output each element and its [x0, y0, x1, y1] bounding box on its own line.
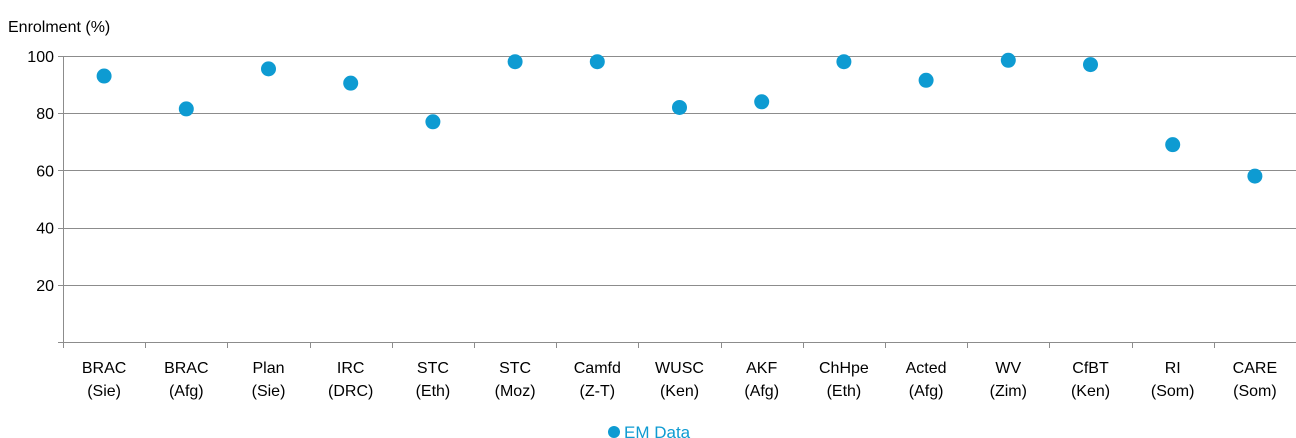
data-point [672, 99, 687, 115]
x-category-label: (Ken) [660, 383, 699, 400]
data-point [425, 114, 441, 130]
data-point [343, 75, 359, 91]
y-tick-label: 100 [27, 49, 54, 66]
legend[interactable]: EM Data [608, 423, 691, 438]
y-tick-label: 20 [36, 278, 54, 295]
data-point [1000, 52, 1016, 68]
x-category-label: Plan [252, 360, 284, 377]
x-category-label: CARE [1233, 360, 1277, 377]
x-category-label: CfBT [1072, 360, 1109, 377]
data-point [836, 54, 852, 70]
data-point [1165, 137, 1181, 153]
axes [58, 56, 1296, 348]
x-category-label: (Zim) [990, 383, 1027, 400]
x-category-label: (Z-T) [580, 383, 616, 400]
data-point [918, 72, 934, 88]
x-category-label: BRAC [82, 360, 126, 377]
x-category-label: (Ken) [1071, 383, 1110, 400]
y-tick-label: 40 [36, 221, 54, 238]
x-category-label: (Afg) [744, 383, 779, 400]
x-category-label: Camfd [574, 360, 621, 377]
x-category-label: (Som) [1151, 383, 1195, 400]
y-axis-tick-labels: 20 40 60 80 100 [27, 49, 54, 295]
x-category-label: IRC [337, 360, 365, 377]
x-category-label: ChHpe [819, 360, 869, 377]
y-tick-label: 60 [36, 163, 54, 180]
x-category-label: (Eth) [416, 383, 451, 400]
data-point [1083, 57, 1098, 73]
legend-label: EM Data [624, 423, 691, 438]
data-point [507, 54, 523, 70]
data-point [261, 61, 276, 77]
x-category-label: AKF [746, 360, 777, 377]
x-category-label: WUSC [655, 360, 704, 377]
x-category-label: WV [995, 360, 1021, 377]
x-category-label: (DRC) [328, 383, 373, 400]
y-tick-label: 80 [36, 106, 54, 123]
x-category-label: (Afg) [909, 383, 944, 400]
x-category-label: BRAC [164, 360, 208, 377]
x-category-label: (Afg) [169, 383, 204, 400]
x-category-label: (Sie) [87, 383, 121, 400]
x-category-label: STC [417, 360, 449, 377]
x-category-label: (Sie) [252, 383, 286, 400]
data-points [96, 52, 1263, 184]
data-point [96, 68, 112, 84]
x-category-label: (Eth) [827, 383, 862, 400]
gridlines [63, 56, 1296, 286]
data-point [178, 101, 194, 117]
y-axis-title: Enrolment (%) [8, 19, 110, 36]
x-category-label: (Som) [1233, 383, 1277, 400]
legend-marker-icon [608, 426, 620, 438]
data-point [1247, 168, 1263, 184]
x-category-label: RI [1165, 360, 1181, 377]
x-category-label: STC [499, 360, 531, 377]
x-axis-category-labels: BRAC (Sie) BRAC (Afg) Plan (Sie) IRC (DRC) STC (E… [82, 360, 1277, 400]
data-point [754, 94, 770, 110]
data-point [589, 54, 605, 70]
x-category-label: (Moz) [495, 383, 536, 400]
x-category-label: Acted [906, 360, 947, 377]
